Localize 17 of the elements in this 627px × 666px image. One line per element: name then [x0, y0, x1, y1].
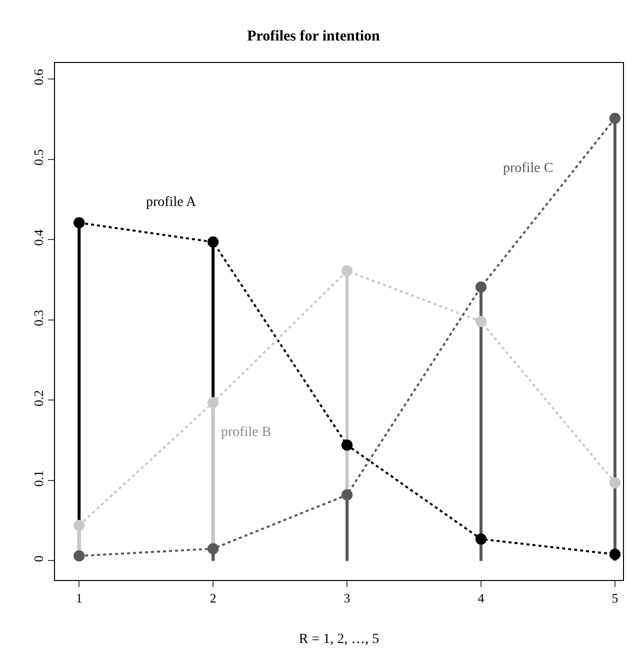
x-axis-title: R = 1, 2, …, 5 [298, 632, 380, 647]
y-tick-label: 0.1 [30, 470, 46, 487]
x-tick-label: 1 [76, 590, 82, 606]
y-tick-label: 0 [30, 556, 46, 562]
chart-title: Profiles for intention [247, 28, 381, 44]
text: profile A [146, 195, 198, 210]
y-tick-label: 0.6 [30, 68, 46, 86]
text: profile C [503, 161, 554, 176]
x-tick-label: 2 [210, 590, 216, 606]
y-tick-label: 0.2 [30, 390, 46, 406]
y-tick-label: 0.4 [30, 229, 46, 246]
y-tick-label: 0.3 [30, 310, 46, 326]
x-tick-label: 3 [344, 590, 350, 606]
series-label: profile B [221, 425, 272, 440]
x-tick-label: 4 [478, 590, 485, 606]
x-tick-label: 5 [612, 590, 618, 606]
y-tick-label: 0.5 [30, 149, 46, 166]
